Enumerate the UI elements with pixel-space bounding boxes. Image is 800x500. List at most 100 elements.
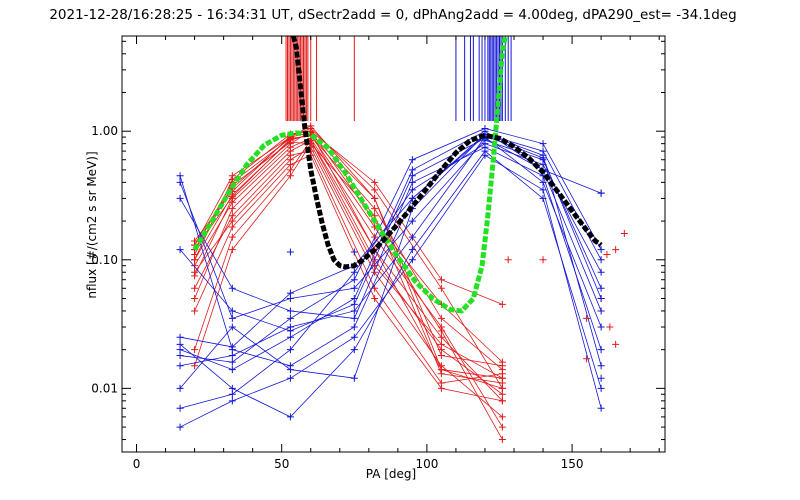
blue-profile-3-point-4 — [408, 233, 416, 241]
blue-extra-point-2 — [597, 189, 605, 197]
red-profile-14-point-2 — [286, 166, 294, 174]
blue-profile-8-point-5 — [481, 124, 489, 132]
red-profile-14-point-6 — [498, 384, 506, 392]
blue-profile-9-point-3 — [350, 333, 358, 341]
blue-profile-5-point-1 — [228, 284, 236, 292]
blue-profile-1-point-1 — [228, 314, 236, 322]
red-profile-line-1 — [194, 130, 503, 363]
blue-profile-10-point-3 — [350, 300, 358, 308]
red-profile-9-point-1 — [228, 212, 236, 220]
blue-profile-line-8 — [180, 128, 602, 363]
blue-profile-9-point-6 — [539, 186, 547, 194]
blue-profile-9-point-2 — [286, 374, 294, 382]
blue-profile-10-point-2 — [286, 327, 294, 335]
blue-profile-3-point-1 — [228, 352, 236, 360]
blue-profile-4-point-1 — [228, 390, 236, 398]
blue-profile-2-point-1 — [228, 366, 236, 374]
blue-profile-4-point-2 — [286, 346, 294, 354]
blue-profile-0-point-0 — [176, 172, 184, 180]
x-tick-label-1: 50 — [274, 457, 289, 471]
plot-frame — [121, 35, 666, 453]
blue-profile-5-point-7 — [597, 346, 605, 354]
blue-profile-line-5 — [179, 146, 602, 350]
red-profile-15-point-2 — [286, 172, 294, 180]
blue-extra-point-1 — [350, 248, 358, 256]
red-profile-11-point-6 — [498, 436, 506, 444]
blue-profile-8-point-3 — [350, 276, 358, 284]
red-extra-point-8 — [504, 256, 512, 264]
blue-profile-3-point-3 — [350, 307, 358, 315]
x-axis-label: PA [deg] — [366, 467, 416, 481]
red-profile-14-point-5 — [437, 366, 445, 374]
red-extra-point-7 — [539, 256, 547, 264]
blue-profile-11-point-4 — [408, 194, 416, 202]
blue-profile-1-point-7 — [597, 284, 605, 292]
black-model-curve — [290, 36, 603, 270]
blue-profile-5-point-0 — [176, 194, 184, 202]
blue-profile-2-point-7 — [597, 307, 605, 315]
blue-profile-6-point-7 — [597, 362, 605, 370]
y-tick-label-0: 0.01 — [91, 381, 118, 395]
red-profile-12-point-6 — [498, 397, 506, 405]
red-profile-3-point-6 — [498, 413, 506, 421]
red-profile-14-point-0 — [191, 346, 199, 354]
blue-profile-11-point-2 — [286, 289, 294, 297]
x-tick-label-0: 0 — [133, 457, 141, 471]
blue-profile-10-point-0 — [176, 246, 184, 254]
blue-profile-line-1 — [179, 139, 602, 319]
blue-profile-8-point-2 — [286, 314, 294, 322]
blue-profile-6-point-2 — [286, 366, 294, 374]
red-extra-point-5 — [606, 323, 614, 331]
red-extra-point-6 — [620, 230, 628, 238]
blue-profile-2-point-2 — [286, 333, 294, 341]
blue-profile-6-point-3 — [350, 374, 358, 382]
red-profile-12-point-5 — [437, 384, 445, 392]
blue-profile-8-point-0 — [176, 352, 184, 360]
blue-profile-4-point-0 — [176, 404, 184, 412]
blue-profile-6-point-0 — [176, 384, 184, 392]
blue-profile-7-point-3 — [350, 346, 358, 354]
red-profile-11-point-5 — [437, 327, 445, 335]
blue-profile-3-point-7 — [597, 323, 605, 331]
blue-profile-6-point-1 — [228, 323, 236, 331]
x-tick-label-2: 100 — [415, 457, 438, 471]
red-profile-15-point-0 — [191, 362, 199, 370]
chart-title: 2021-12-28/16:28:25 - 16:34:31 UT, dSect… — [49, 7, 736, 23]
red-profile-15-point-5 — [437, 340, 445, 348]
blue-profile-0-point-7 — [597, 256, 605, 264]
red-profile-15-point-6 — [498, 374, 506, 382]
blue-profile-7-point-1 — [228, 384, 236, 392]
red-profile-3-point-0 — [191, 268, 199, 276]
blue-profile-line-0 — [179, 133, 602, 367]
blue-profile-7-point-2 — [286, 413, 294, 421]
blue-profile-11-point-6 — [539, 154, 547, 162]
red-profile-12-point-1 — [228, 223, 236, 231]
red-profile-line-6 — [194, 128, 503, 389]
blue-profile-line-4 — [179, 143, 602, 409]
blue-profile-4-point-4 — [408, 186, 416, 194]
red-profile-12-point-0 — [191, 307, 199, 315]
blue-profile-7-point-0 — [176, 340, 184, 348]
blue-profile-line-7 — [179, 150, 602, 418]
blue-profile-1-point-3 — [350, 284, 358, 292]
red-profile-11-point-1 — [228, 193, 236, 201]
red-profile-line-12 — [194, 154, 503, 402]
blue-profile-7-point-7 — [597, 384, 605, 392]
blue-profile-5-point-2 — [286, 307, 294, 315]
blue-profile-8-point-4 — [408, 156, 416, 164]
blue-profile-3-point-0 — [176, 362, 184, 370]
blue-profile-2-point-4 — [408, 166, 416, 174]
y-tick-label-2: 1.00 — [91, 124, 118, 138]
red-profile-4-point-5 — [437, 314, 445, 322]
red-extra-point-0 — [583, 314, 591, 322]
blue-profile-line-3 — [179, 136, 602, 367]
red-extra-point-2 — [612, 246, 620, 254]
blue-profile-9-point-5 — [481, 151, 489, 159]
blue-profile-8-point-7 — [597, 246, 605, 254]
blue-profile-line-6 — [179, 133, 602, 389]
red-profile-5-point-0 — [191, 294, 199, 302]
blue-profile-9-point-7 — [597, 404, 605, 412]
blue-profile-10-point-4 — [408, 172, 416, 180]
red-profile-2-point-5 — [437, 333, 445, 341]
blue-profile-10-point-1 — [228, 307, 236, 315]
